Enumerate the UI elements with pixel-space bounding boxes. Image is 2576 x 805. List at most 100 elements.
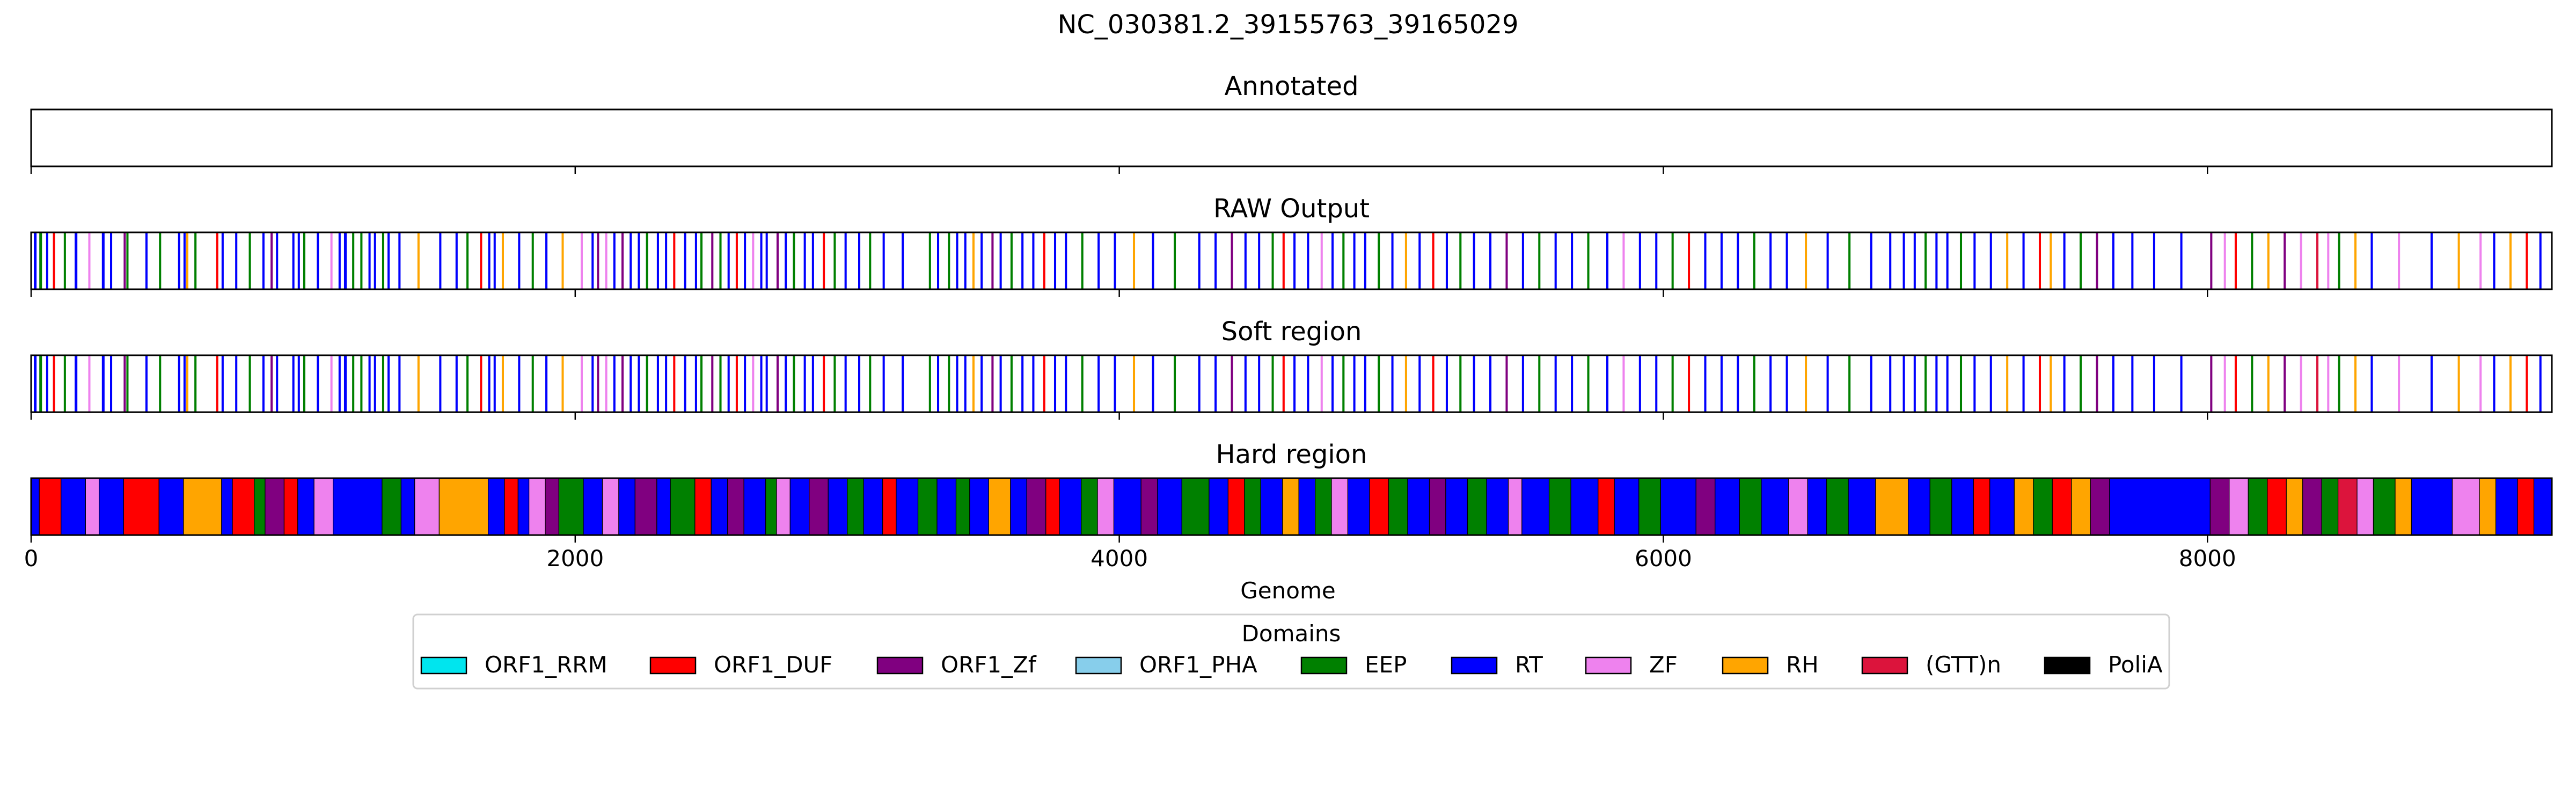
domain-segment — [902, 355, 904, 412]
domain-segment — [352, 355, 355, 412]
domain-segment — [882, 232, 885, 289]
legend-title: Domains — [1242, 620, 1341, 647]
track-soft-region: Soft region — [30, 317, 2553, 420]
domain-segment — [613, 232, 616, 289]
domain-segment — [580, 232, 583, 289]
domain-segment — [531, 232, 534, 289]
domain-segment — [1704, 232, 1707, 289]
x-tick-label: 6000 — [1635, 545, 1692, 572]
domain-segment — [330, 355, 333, 412]
domain-block — [2229, 478, 2249, 536]
domain-block — [969, 478, 989, 536]
legend-entry-label: ZF — [1649, 652, 1678, 678]
domain-segment — [1587, 232, 1590, 289]
domain-segment — [2063, 232, 2066, 289]
domain-segment — [1505, 232, 1508, 289]
domain-segment — [665, 355, 668, 412]
domain-segment — [1805, 355, 1807, 412]
domain-segment — [1769, 355, 1772, 412]
domain-segment — [2526, 232, 2528, 289]
track-frame — [30, 231, 2553, 290]
domain-segment — [1378, 355, 1380, 412]
domain-block — [221, 478, 233, 536]
domain-block — [313, 478, 334, 536]
domain-segment — [760, 232, 763, 289]
domain-segment — [1081, 355, 1084, 412]
domain-segment — [1489, 355, 1492, 412]
domain-segment — [1889, 232, 1892, 289]
domain-segment — [1638, 355, 1641, 412]
domain-segment — [270, 355, 273, 412]
domain-segment — [999, 355, 1002, 412]
domain-segment — [928, 232, 931, 289]
domain-block — [936, 478, 957, 536]
domain-segment — [1473, 355, 1475, 412]
domain-segment — [2300, 355, 2302, 412]
domain-segment — [694, 355, 697, 412]
domain-segment — [455, 355, 458, 412]
domain-block — [670, 478, 696, 536]
domain-segment — [646, 355, 648, 412]
domain-segment — [1198, 355, 1201, 412]
domain-segment — [1174, 232, 1176, 289]
domain-segment — [276, 355, 279, 412]
domain-segment — [1655, 232, 1658, 289]
domain-block — [863, 478, 883, 536]
legend-entry-label: ORF1_RRM — [485, 652, 608, 678]
domain-segment — [1704, 355, 1707, 412]
domain-segment — [980, 232, 983, 289]
domain-segment — [1132, 232, 1136, 289]
domain-segment — [1753, 355, 1755, 412]
domain-segment — [1282, 355, 1285, 412]
domain-block — [1807, 478, 1827, 536]
domain-block — [776, 478, 791, 536]
domain-segment — [793, 232, 795, 289]
legend-swatch — [1075, 656, 1122, 675]
domain-segment — [417, 232, 420, 289]
domain-block — [297, 478, 314, 536]
domain-block — [2321, 478, 2339, 536]
domain-segment — [1489, 232, 1492, 289]
domain-segment — [2050, 232, 2052, 289]
domain-segment — [2284, 232, 2286, 289]
domain-segment — [765, 232, 768, 289]
domain-segment — [2223, 232, 2226, 289]
domain-segment — [123, 355, 126, 412]
domain-segment — [2251, 232, 2253, 289]
domain-block — [1407, 478, 1430, 536]
domain-segment — [937, 232, 940, 289]
domain-segment — [2022, 355, 2025, 412]
domain-segment — [1521, 232, 1524, 289]
track-title: Annotated — [1224, 71, 1358, 101]
domain-block — [61, 478, 86, 536]
domain-segment — [638, 232, 640, 289]
domain-segment — [2153, 355, 2155, 412]
domain-block — [988, 478, 1011, 536]
domain-segment — [561, 232, 564, 289]
domain-segment — [1571, 355, 1574, 412]
domain-segment — [711, 355, 714, 412]
domain-segment — [2038, 232, 2041, 289]
domain-segment — [1010, 232, 1013, 289]
domain-segment — [1769, 232, 1772, 289]
domain-segment — [1432, 232, 1435, 289]
domain-block — [618, 478, 635, 536]
domain-block — [1929, 478, 1952, 536]
domain-segment — [1258, 232, 1261, 289]
domain-segment — [1418, 232, 1421, 289]
domain-segment — [1032, 232, 1035, 289]
domain-segment — [1404, 232, 1407, 289]
domain-block — [1298, 478, 1316, 536]
domain-segment — [1342, 355, 1345, 412]
domain-segment — [1174, 355, 1176, 412]
domain-block — [1951, 478, 1974, 536]
domain-segment — [785, 355, 787, 412]
domain-segment — [398, 355, 401, 412]
domain-segment — [811, 232, 814, 289]
domain-block — [1507, 478, 1523, 536]
domain-segment — [2398, 355, 2401, 412]
domain-block — [333, 478, 383, 536]
domain-segment — [2112, 355, 2114, 412]
domain-segment — [292, 355, 295, 412]
legend-entry-label: ORF1_PHA — [1139, 652, 1257, 678]
